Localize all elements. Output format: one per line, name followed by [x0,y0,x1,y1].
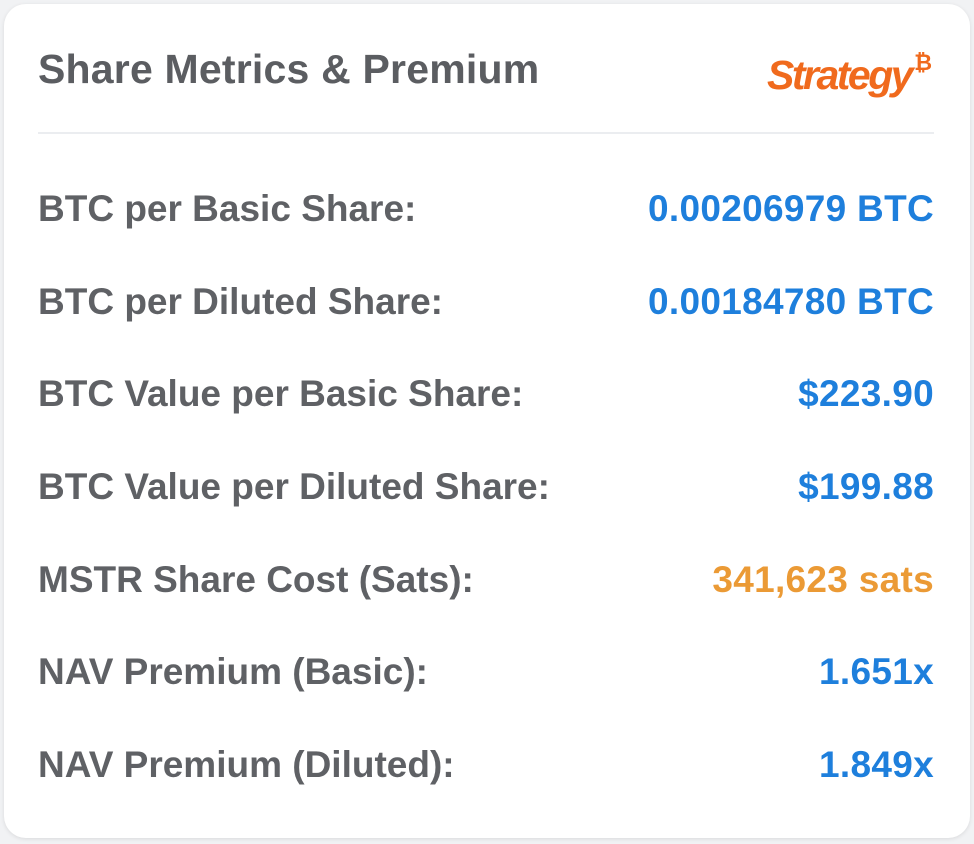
metric-row-nav-premium-basic: NAV Premium (Basic): 1.651x [38,625,934,718]
card-title: Share Metrics & Premium [38,46,540,92]
metric-row-nav-premium-diluted: NAV Premium (Diluted): 1.849x [38,718,934,811]
metric-value: 341,623 sats [712,558,934,600]
metric-label: BTC Value per Diluted Share: [38,466,550,508]
metric-value: $199.88 [798,466,934,508]
share-metrics-card: Share Metrics & Premium Strategy ₿ BTC pe… [4,4,970,838]
metric-label: NAV Premium (Diluted): [38,744,455,786]
metric-row-mstr-share-cost-sats: MSTR Share Cost (Sats): 341,623 sats [38,533,934,626]
metric-row-btc-per-diluted-share: BTC per Diluted Share: 0.00184780 BTC [38,255,934,348]
metric-row-btc-value-per-diluted-share: BTC Value per Diluted Share: $199.88 [38,440,934,533]
metric-label: BTC Value per Basic Share: [38,373,524,415]
metric-label: MSTR Share Cost (Sats): [38,558,474,600]
card-header: Share Metrics & Premium Strategy ₿ [38,4,934,134]
metric-row-btc-value-per-basic-share: BTC Value per Basic Share: $223.90 [38,347,934,440]
metric-row-btc-per-basic-share: BTC per Basic Share: 0.00206979 BTC [38,162,934,255]
metric-value: 0.00206979 BTC [648,188,934,229]
metrics-list: BTC per Basic Share: 0.00206979 BTC BTC … [38,162,934,811]
metric-value: 1.849x [819,744,934,786]
metric-label: BTC per Basic Share: [38,188,417,229]
metric-label: NAV Premium (Basic): [38,651,428,693]
metric-label: BTC per Diluted Share: [38,280,443,322]
metric-value: $223.90 [798,373,934,415]
bitcoin-icon: ₿ [914,50,932,75]
logo-text: Strategy [767,52,914,98]
strategy-logo: Strategy ₿ [767,50,932,112]
metric-value: 0.00184780 BTC [648,280,934,322]
metric-value: 1.651x [819,651,934,693]
